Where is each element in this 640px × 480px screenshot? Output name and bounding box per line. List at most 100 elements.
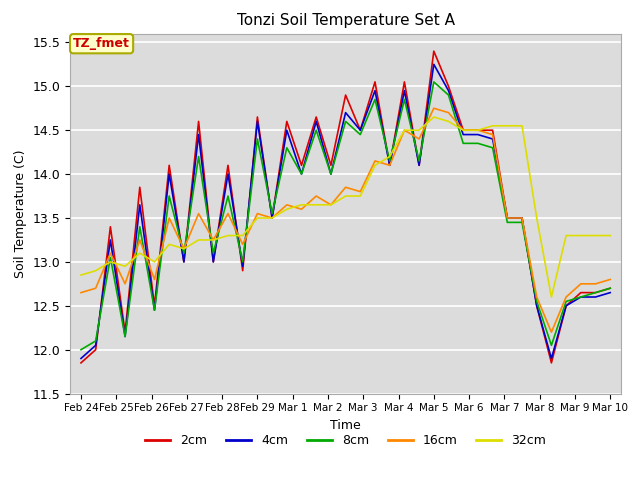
2cm: [121, 329, 129, 335]
32cm: [180, 246, 188, 252]
16cm: [195, 211, 202, 216]
4cm: [342, 110, 349, 116]
32cm: [165, 241, 173, 247]
32cm: [209, 237, 217, 243]
2cm: [489, 127, 497, 133]
2cm: [474, 127, 482, 133]
16cm: [563, 294, 570, 300]
2cm: [386, 162, 394, 168]
4cm: [460, 132, 467, 137]
2cm: [606, 285, 614, 291]
16cm: [548, 329, 556, 335]
4cm: [224, 171, 232, 177]
4cm: [327, 171, 335, 177]
8cm: [180, 250, 188, 256]
16cm: [474, 127, 482, 133]
8cm: [606, 285, 614, 291]
8cm: [312, 127, 320, 133]
32cm: [401, 127, 408, 133]
2cm: [577, 290, 585, 296]
8cm: [209, 250, 217, 256]
2cm: [342, 92, 349, 98]
16cm: [283, 202, 291, 208]
8cm: [77, 347, 85, 353]
4cm: [239, 264, 246, 269]
8cm: [591, 290, 599, 296]
32cm: [386, 154, 394, 159]
32cm: [356, 193, 364, 199]
8cm: [445, 92, 452, 98]
2cm: [136, 184, 143, 190]
16cm: [430, 105, 438, 111]
32cm: [150, 259, 158, 265]
4cm: [563, 303, 570, 309]
4cm: [548, 356, 556, 361]
8cm: [224, 193, 232, 199]
32cm: [563, 233, 570, 239]
8cm: [121, 334, 129, 339]
2cm: [504, 215, 511, 221]
2cm: [327, 162, 335, 168]
8cm: [563, 299, 570, 304]
2cm: [533, 303, 541, 309]
4cm: [136, 202, 143, 208]
16cm: [533, 294, 541, 300]
16cm: [312, 193, 320, 199]
8cm: [548, 342, 556, 348]
16cm: [239, 241, 246, 247]
8cm: [504, 219, 511, 225]
32cm: [445, 119, 452, 124]
16cm: [591, 281, 599, 287]
32cm: [504, 123, 511, 129]
2cm: [106, 224, 114, 229]
8cm: [489, 145, 497, 151]
16cm: [121, 281, 129, 287]
4cm: [92, 342, 100, 348]
4cm: [209, 259, 217, 265]
4cm: [106, 237, 114, 243]
32cm: [548, 294, 556, 300]
32cm: [518, 123, 526, 129]
2cm: [312, 114, 320, 120]
16cm: [209, 237, 217, 243]
4cm: [489, 136, 497, 142]
4cm: [165, 171, 173, 177]
16cm: [342, 184, 349, 190]
32cm: [460, 127, 467, 133]
32cm: [136, 250, 143, 256]
32cm: [533, 215, 541, 221]
32cm: [591, 233, 599, 239]
4cm: [533, 303, 541, 309]
8cm: [195, 154, 202, 159]
2cm: [415, 162, 423, 168]
16cm: [150, 276, 158, 282]
32cm: [283, 206, 291, 212]
32cm: [224, 233, 232, 239]
4cm: [298, 171, 305, 177]
2cm: [195, 119, 202, 124]
4cm: [606, 290, 614, 296]
4cm: [312, 119, 320, 124]
16cm: [460, 127, 467, 133]
2cm: [563, 303, 570, 309]
4cm: [180, 259, 188, 265]
2cm: [77, 360, 85, 366]
32cm: [342, 193, 349, 199]
4cm: [577, 294, 585, 300]
4cm: [121, 334, 129, 339]
4cm: [253, 119, 261, 124]
32cm: [327, 202, 335, 208]
8cm: [150, 307, 158, 313]
32cm: [195, 237, 202, 243]
Line: 2cm: 2cm: [81, 51, 610, 363]
8cm: [401, 96, 408, 102]
4cm: [445, 88, 452, 94]
2cm: [356, 127, 364, 133]
4cm: [371, 88, 379, 94]
16cm: [268, 215, 276, 221]
4cm: [430, 61, 438, 67]
16cm: [445, 110, 452, 116]
8cm: [239, 259, 246, 265]
16cm: [180, 246, 188, 252]
2cm: [548, 360, 556, 366]
